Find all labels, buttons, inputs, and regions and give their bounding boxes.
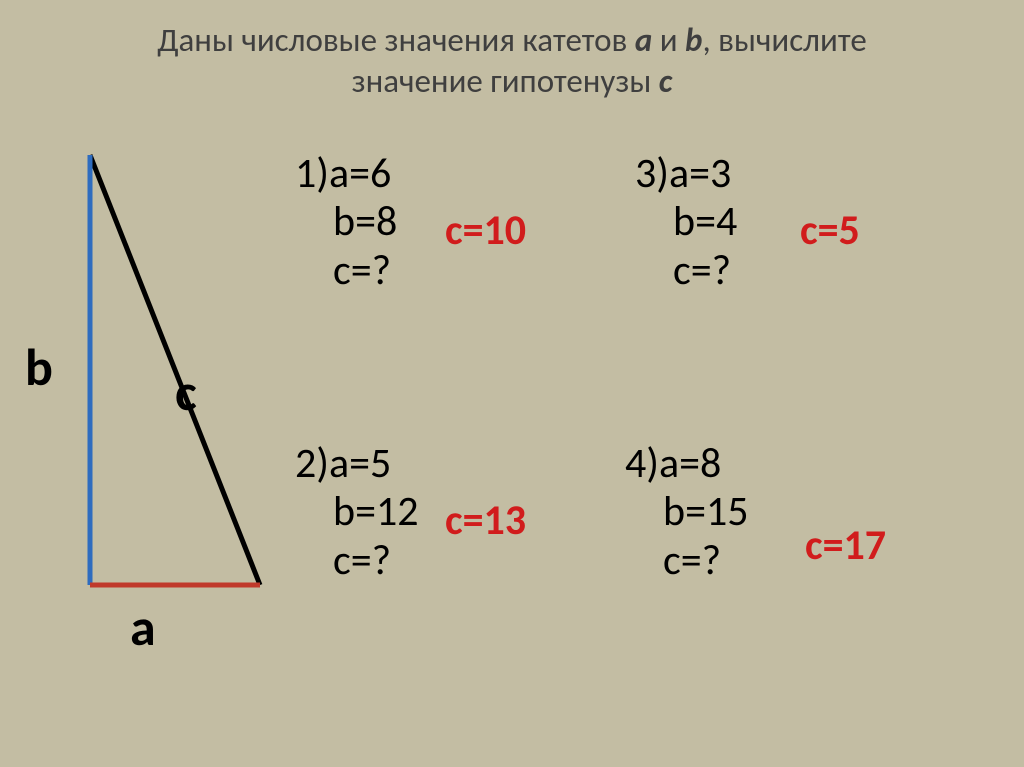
triangle-label-a: a [130, 595, 156, 659]
title-line2-pre: значение гипотенузы [352, 61, 659, 101]
problem-3-line2: b=4 [635, 198, 737, 246]
answer-4: с=17 [805, 520, 886, 571]
answer-3: с=5 [800, 205, 860, 256]
title-c: с [659, 61, 673, 101]
problem-1: 1)a=6 b=8 c=? [295, 150, 397, 295]
slide: Даны числовые значения катетов а и b, вы… [0, 0, 1024, 767]
title-a: а [635, 20, 652, 60]
problem-1-line3: c=? [295, 247, 397, 295]
title-line1-post: , вычислите [702, 20, 866, 60]
problem-4-line3: c=? [625, 537, 749, 585]
problem-3: 3)a=3 b=4 c=? [635, 150, 737, 295]
problem-3-line3: c=? [635, 247, 737, 295]
title-line1-pre: Даны числовые значения катетов [157, 20, 635, 60]
title-line1-mid: и [652, 20, 685, 60]
problem-2: 2)а=5 b=12 c=? [295, 440, 419, 585]
problem-4: 4)a=8 b=15 c=? [625, 440, 749, 585]
problem-4-line2: b=15 [625, 488, 749, 536]
problem-2-line3: c=? [295, 537, 419, 585]
problem-1-line2: b=8 [295, 198, 397, 246]
answer-1: с=10 [445, 205, 526, 256]
triangle-area: b c a [30, 145, 295, 645]
problems-area: 1)a=6 b=8 c=? с=10 2)а=5 b=12 c=? с=13 3… [295, 150, 1005, 710]
problem-2-line2: b=12 [295, 488, 419, 536]
problem-1-line1: 1)a=6 [295, 150, 397, 198]
problem-4-line1: 4)a=8 [625, 440, 749, 488]
triangle-label-c: c [175, 360, 197, 424]
answer-2: с=13 [445, 495, 526, 546]
slide-title: Даны числовые значения катетов а и b, вы… [0, 20, 1024, 103]
title-b: b [685, 20, 702, 60]
triangle-svg [30, 145, 290, 605]
problem-2-line1: 2)а=5 [295, 440, 419, 488]
triangle-label-b: b [25, 335, 53, 399]
problem-3-line1: 3)a=3 [635, 150, 737, 198]
